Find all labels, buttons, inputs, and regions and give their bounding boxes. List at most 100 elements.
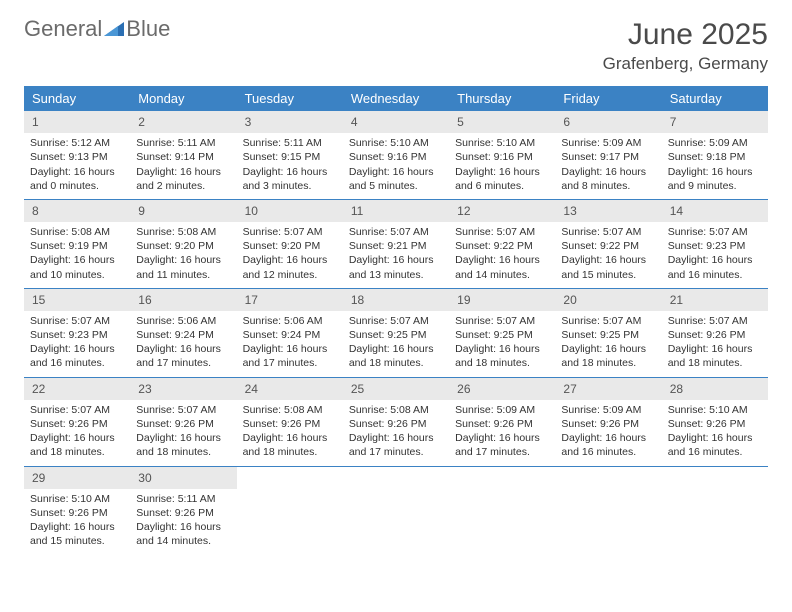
- day-number: 24: [237, 378, 343, 400]
- day-header-sat: Saturday: [662, 86, 768, 111]
- calendar-day: 24 Sunrise: 5:08 AMSunset: 9:26 PMDayligh…: [237, 378, 343, 466]
- calendar-day: 2 Sunrise: 5:11 AMSunset: 9:14 PMDaylight…: [130, 111, 236, 199]
- calendar-day: 7 Sunrise: 5:09 AMSunset: 9:18 PMDaylight…: [662, 111, 768, 199]
- day-number: 21: [662, 289, 768, 311]
- day-details: Sunrise: 5:11 AMSunset: 9:15 PMDaylight:…: [237, 136, 343, 193]
- calendar-day: 15 Sunrise: 5:07 AMSunset: 9:23 PMDayligh…: [24, 289, 130, 377]
- day-details: Sunrise: 5:07 AMSunset: 9:21 PMDaylight:…: [343, 225, 449, 282]
- calendar-day: 1Sunrise: 5:12 AMSunset: 9:13 PMDaylight…: [24, 111, 130, 199]
- day-details: Sunrise: 5:09 AMSunset: 9:26 PMDaylight:…: [449, 403, 555, 460]
- day-details: Sunrise: 5:09 AMSunset: 9:17 PMDaylight:…: [555, 136, 661, 193]
- calendar-day: 13Sunrise: 5:07 AMSunset: 9:22 PMDayligh…: [555, 200, 661, 288]
- day-number: 5: [449, 111, 555, 133]
- calendar-day: 18Sunrise: 5:07 AMSunset: 9:25 PMDayligh…: [343, 289, 449, 377]
- day-number: 30: [130, 467, 236, 489]
- day-details: Sunrise: 5:07 AMSunset: 9:20 PMDaylight:…: [237, 225, 343, 282]
- calendar-day: 12Sunrise: 5:07 AMSunset: 9:22 PMDayligh…: [449, 200, 555, 288]
- day-header-tue: Tuesday: [237, 86, 343, 111]
- day-details: Sunrise: 5:11 AMSunset: 9:14 PMDaylight:…: [130, 136, 236, 193]
- calendar-week: 22Sunrise: 5:07 AMSunset: 9:26 PMDayligh…: [24, 378, 768, 467]
- day-details: Sunrise: 5:08 AMSunset: 9:19 PMDaylight:…: [24, 225, 130, 282]
- calendar-day: 14 Sunrise: 5:07 AMSunset: 9:23 PMDayligh…: [662, 200, 768, 288]
- calendar-day-empty: [343, 467, 449, 555]
- day-number: 4: [343, 111, 449, 133]
- day-details: Sunrise: 5:08 AMSunset: 9:26 PMDaylight:…: [343, 403, 449, 460]
- calendar-day-empty: [662, 467, 768, 555]
- calendar-day: 8 Sunrise: 5:08 AMSunset: 9:19 PMDaylight…: [24, 200, 130, 288]
- calendar-day: 3Sunrise: 5:11 AMSunset: 9:15 PMDaylight…: [237, 111, 343, 199]
- calendar-week: 15 Sunrise: 5:07 AMSunset: 9:23 PMDayligh…: [24, 289, 768, 378]
- calendar-day: 10 Sunrise: 5:07 AMSunset: 9:20 PMDayligh…: [237, 200, 343, 288]
- day-details: Sunrise: 5:07 AMSunset: 9:26 PMDaylight:…: [24, 403, 130, 460]
- logo: General Blue: [24, 18, 170, 40]
- day-number: 15: [24, 289, 130, 311]
- month-title: June 2025: [603, 18, 768, 52]
- day-number: 12: [449, 200, 555, 222]
- day-number: 25: [343, 378, 449, 400]
- day-details: Sunrise: 5:06 AMSunset: 9:24 PMDaylight:…: [237, 314, 343, 371]
- calendar-day: 27 Sunrise: 5:09 AMSunset: 9:26 PMDayligh…: [555, 378, 661, 466]
- day-details: Sunrise: 5:07 AMSunset: 9:25 PMDaylight:…: [449, 314, 555, 371]
- calendar-day: 25 Sunrise: 5:08 AMSunset: 9:26 PMDayligh…: [343, 378, 449, 466]
- day-details: Sunrise: 5:09 AMSunset: 9:26 PMDaylight:…: [555, 403, 661, 460]
- calendar-day: 30 Sunrise: 5:11 AMSunset: 9:26 PMDayligh…: [130, 467, 236, 555]
- day-number: 2: [130, 111, 236, 133]
- day-header-sun: Sunday: [24, 86, 130, 111]
- calendar-day: 22 Sunrise: 5:07 AMSunset: 9:26 PMDayligh…: [24, 378, 130, 466]
- day-headers: Sunday Monday Tuesday Wednesday Thursday…: [24, 86, 768, 111]
- day-details: Sunrise: 5:07 AMSunset: 9:23 PMDaylight:…: [662, 225, 768, 282]
- calendar-day: 16 Sunrise: 5:06 AMSunset: 9:24 PMDayligh…: [130, 289, 236, 377]
- day-number: 29: [24, 467, 130, 489]
- calendar-day-empty: [449, 467, 555, 555]
- day-number: 22: [24, 378, 130, 400]
- day-details: Sunrise: 5:08 AMSunset: 9:26 PMDaylight:…: [237, 403, 343, 460]
- calendar-day: 28 Sunrise: 5:10 AMSunset: 9:26 PMDayligh…: [662, 378, 768, 466]
- location: Grafenberg, Germany: [603, 54, 768, 74]
- day-number: 19: [449, 289, 555, 311]
- title-block: June 2025 Grafenberg, Germany: [603, 18, 768, 74]
- day-number: 11: [343, 200, 449, 222]
- day-number: 16: [130, 289, 236, 311]
- day-number: 17: [237, 289, 343, 311]
- calendar-day: 29 Sunrise: 5:10 AMSunset: 9:26 PMDayligh…: [24, 467, 130, 555]
- calendar-day: 20Sunrise: 5:07 AMSunset: 9:25 PMDayligh…: [555, 289, 661, 377]
- day-number: 8: [24, 200, 130, 222]
- day-header-thu: Thursday: [449, 86, 555, 111]
- day-details: Sunrise: 5:10 AMSunset: 9:26 PMDaylight:…: [24, 492, 130, 549]
- day-header-wed: Wednesday: [343, 86, 449, 111]
- day-header-fri: Friday: [555, 86, 661, 111]
- calendar-week: 1Sunrise: 5:12 AMSunset: 9:13 PMDaylight…: [24, 111, 768, 200]
- day-header-mon: Monday: [130, 86, 236, 111]
- day-details: Sunrise: 5:11 AMSunset: 9:26 PMDaylight:…: [130, 492, 236, 549]
- calendar-day: 4Sunrise: 5:10 AMSunset: 9:16 PMDaylight…: [343, 111, 449, 199]
- day-number: 28: [662, 378, 768, 400]
- day-details: Sunrise: 5:07 AMSunset: 9:23 PMDaylight:…: [24, 314, 130, 371]
- calendar-day: 19 Sunrise: 5:07 AMSunset: 9:25 PMDayligh…: [449, 289, 555, 377]
- logo-arrow-icon: [104, 18, 124, 40]
- day-number: 27: [555, 378, 661, 400]
- day-details: Sunrise: 5:07 AMSunset: 9:22 PMDaylight:…: [555, 225, 661, 282]
- day-details: Sunrise: 5:07 AMSunset: 9:26 PMDaylight:…: [662, 314, 768, 371]
- header: General Blue June 2025 Grafenberg, Germa…: [24, 18, 768, 74]
- logo-text-2: Blue: [126, 18, 170, 40]
- day-details: Sunrise: 5:10 AMSunset: 9:26 PMDaylight:…: [662, 403, 768, 460]
- calendar-day-empty: [237, 467, 343, 555]
- calendar-day: 26Sunrise: 5:09 AMSunset: 9:26 PMDayligh…: [449, 378, 555, 466]
- calendar-week: 29 Sunrise: 5:10 AMSunset: 9:26 PMDayligh…: [24, 467, 768, 555]
- day-details: Sunrise: 5:07 AMSunset: 9:26 PMDaylight:…: [130, 403, 236, 460]
- day-details: Sunrise: 5:09 AMSunset: 9:18 PMDaylight:…: [662, 136, 768, 193]
- calendar-day: 23Sunrise: 5:07 AMSunset: 9:26 PMDayligh…: [130, 378, 236, 466]
- day-number: 10: [237, 200, 343, 222]
- day-details: Sunrise: 5:08 AMSunset: 9:20 PMDaylight:…: [130, 225, 236, 282]
- calendar-week: 8 Sunrise: 5:08 AMSunset: 9:19 PMDaylight…: [24, 200, 768, 289]
- day-number: 7: [662, 111, 768, 133]
- day-details: Sunrise: 5:06 AMSunset: 9:24 PMDaylight:…: [130, 314, 236, 371]
- calendar-day: 5 Sunrise: 5:10 AMSunset: 9:16 PMDaylight…: [449, 111, 555, 199]
- day-number: 6: [555, 111, 661, 133]
- day-details: Sunrise: 5:10 AMSunset: 9:16 PMDaylight:…: [449, 136, 555, 193]
- day-details: Sunrise: 5:07 AMSunset: 9:25 PMDaylight:…: [343, 314, 449, 371]
- day-number: 14: [662, 200, 768, 222]
- calendar-day: 6 Sunrise: 5:09 AMSunset: 9:17 PMDaylight…: [555, 111, 661, 199]
- day-number: 1: [24, 111, 130, 133]
- calendar-day-empty: [555, 467, 661, 555]
